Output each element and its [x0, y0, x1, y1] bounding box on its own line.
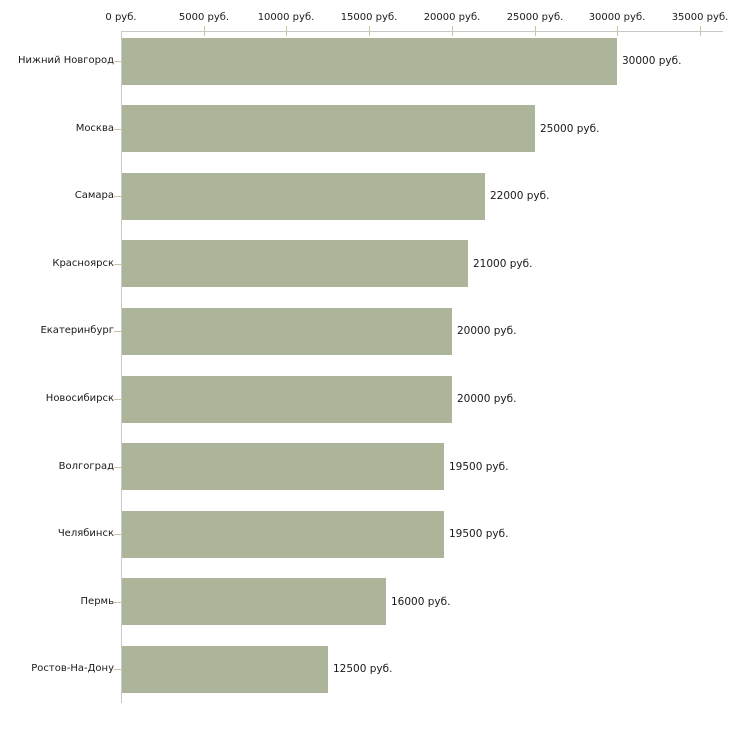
- y-axis-line: [121, 31, 122, 703]
- bar: [122, 578, 386, 625]
- y-axis-tick: [114, 61, 121, 62]
- y-axis-tick: [114, 602, 121, 603]
- category-label: Пермь: [80, 596, 114, 607]
- x-axis-tick: [535, 26, 536, 36]
- x-axis-tick: [700, 26, 701, 36]
- value-label: 30000 руб.: [622, 55, 682, 67]
- y-axis-tick: [114, 534, 121, 535]
- value-label: 20000 руб.: [457, 325, 517, 337]
- value-label: 21000 руб.: [473, 258, 533, 270]
- bar: [122, 240, 468, 287]
- x-axis-tick-label: 5000 руб.: [178, 12, 230, 23]
- category-label: Нижний Новгород: [17, 55, 114, 66]
- bar: [122, 511, 444, 558]
- bar: [122, 443, 444, 490]
- x-axis-tick: [617, 26, 618, 36]
- bar: [122, 376, 452, 423]
- category-label: Екатеринбург: [40, 325, 114, 336]
- x-axis-tick: [204, 26, 205, 36]
- bar: [122, 173, 485, 220]
- y-axis-tick: [114, 669, 121, 670]
- bar: [122, 38, 617, 85]
- x-axis-tick-label: 15000 руб.: [340, 12, 398, 23]
- category-label: Волгоград: [58, 461, 114, 472]
- x-axis-tick: [286, 26, 287, 36]
- category-label: Челябинск: [57, 528, 114, 539]
- x-axis-line: [121, 31, 723, 32]
- category-label: Новосибирск: [45, 393, 114, 404]
- bar: [122, 105, 535, 152]
- value-label: 20000 руб.: [457, 393, 517, 405]
- x-axis-tick-label: 35000 руб.: [671, 12, 729, 23]
- y-axis-tick: [114, 331, 121, 332]
- y-axis-tick: [114, 399, 121, 400]
- category-label: Красноярск: [52, 258, 114, 269]
- value-label: 22000 руб.: [490, 190, 550, 202]
- x-axis-tick-label: 30000 руб.: [588, 12, 646, 23]
- value-label: 19500 руб.: [449, 461, 509, 473]
- y-axis-tick: [114, 264, 121, 265]
- category-label: Ростов-На-Дону: [31, 663, 114, 674]
- category-label: Самара: [74, 190, 114, 201]
- x-axis-tick: [369, 26, 370, 36]
- value-label: 19500 руб.: [449, 528, 509, 540]
- y-axis-tick: [114, 129, 121, 130]
- category-label: Москва: [75, 123, 114, 134]
- bar: [122, 646, 328, 693]
- bar: [122, 308, 452, 355]
- x-axis-tick-label: 20000 руб.: [423, 12, 481, 23]
- value-label: 16000 руб.: [391, 596, 451, 608]
- value-label: 25000 руб.: [540, 123, 600, 135]
- x-axis-tick-label: 0 руб.: [105, 12, 137, 23]
- value-label: 12500 руб.: [333, 663, 393, 675]
- y-axis-tick: [114, 467, 121, 468]
- x-axis-tick-label: 10000 руб.: [257, 12, 315, 23]
- x-axis-tick: [452, 26, 453, 36]
- x-axis-tick-label: 25000 руб.: [506, 12, 564, 23]
- y-axis-tick: [114, 196, 121, 197]
